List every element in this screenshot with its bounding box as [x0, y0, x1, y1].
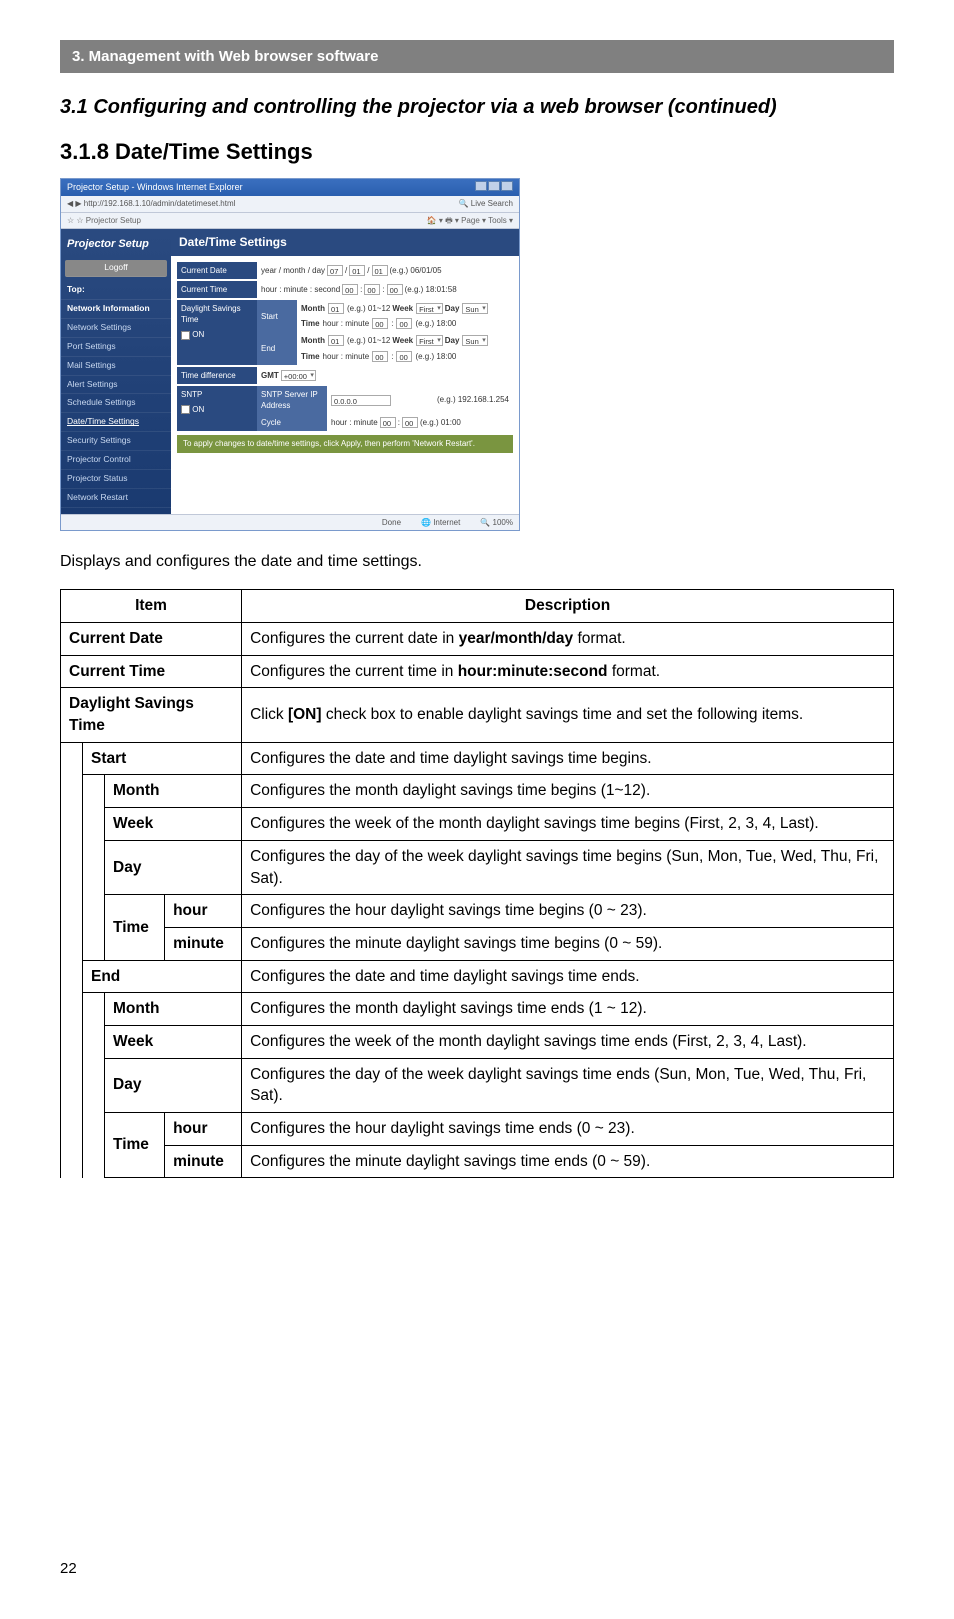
page-number: 22 — [60, 1558, 894, 1579]
header-item: Item — [61, 590, 242, 623]
subsection-title: 3.1.8 Date/Time Settings — [60, 137, 894, 168]
row-end-week: Week — [105, 1025, 242, 1058]
row-start-hour: hour — [165, 895, 242, 928]
sidebar-item: Projector Control — [61, 451, 171, 470]
panel-title: Date/Time Settings — [171, 229, 519, 256]
screenshot-thumbnail: Projector Setup - Windows Internet Explo… — [60, 178, 520, 531]
sidebar-item: Mail Settings — [61, 357, 171, 376]
label-current-time: Current Time — [177, 281, 257, 298]
url: http://192.168.1.10/admin/datetimeset.ht… — [84, 199, 236, 208]
breadcrumb: 3. Management with Web browser software — [60, 40, 894, 73]
row-end-time: Time — [105, 1113, 165, 1178]
sidebar-item: Schedule Settings — [61, 394, 171, 413]
sidebar-logo: Projector Setup — [61, 235, 171, 260]
row-dst: Daylight Savings Time — [61, 688, 242, 742]
sidebar-logoff: Logoff — [65, 260, 167, 277]
sidebar-item: Network Settings — [61, 319, 171, 338]
sidebar-item: Projector Status — [61, 470, 171, 489]
row-start-day: Day — [105, 840, 242, 894]
label-sntp: SNTP ON — [177, 386, 257, 432]
ie-titlebar: Projector Setup - Windows Internet Explo… — [61, 179, 519, 197]
sidebar-item: Security Settings — [61, 432, 171, 451]
label-cycle: Cycle — [257, 414, 327, 431]
sidebar-item: Top: — [61, 281, 171, 300]
row-start-month: Month — [105, 775, 242, 808]
row-start-minute: minute — [165, 927, 242, 960]
row-end: End — [83, 960, 242, 993]
label-end: End — [257, 332, 297, 364]
sidebar-item-active: Date/Time Settings — [61, 413, 171, 432]
label-dst: Daylight Savings Time ON — [177, 300, 257, 365]
row-current-time: Current Time — [61, 655, 242, 688]
sidebar-item: Network Restart — [61, 489, 171, 508]
ie-statusbar: Done 🌐 Internet 🔍 100% — [61, 514, 519, 530]
label-start: Start — [257, 300, 297, 332]
ie-toolbar: ☆ ☆ Projector Setup 🏠 ▾ 🖶 ▾ Page ▾ Tools… — [61, 213, 519, 229]
row-start: Start — [83, 742, 242, 775]
section-title: 3.1 Configuring and controlling the proj… — [60, 93, 894, 121]
sidebar-item: Alert Settings — [61, 376, 171, 395]
row-end-month: Month — [105, 993, 242, 1026]
window-controls — [474, 181, 513, 195]
settings-table: Item Description Current Date Configures… — [60, 589, 894, 1178]
on-checkbox — [181, 331, 190, 340]
screenshot-main: Date/Time Settings Current Date year / m… — [171, 229, 519, 514]
row-end-day: Day — [105, 1058, 242, 1112]
ie-title: Projector Setup - Windows Internet Explo… — [67, 181, 243, 195]
header-desc: Description — [242, 590, 894, 623]
year-input: 07 — [327, 265, 343, 276]
label-timediff: Time difference — [177, 367, 257, 384]
row-start-week: Week — [105, 808, 242, 841]
label-current-date: Current Date — [177, 262, 257, 279]
row-start-time: Time — [105, 895, 165, 960]
sidebar-item: Port Settings — [61, 338, 171, 357]
row-current-date: Current Date — [61, 623, 242, 656]
ie-addressbar: ◀ ▶ http://192.168.1.10/admin/datetimese… — [61, 196, 519, 212]
intro-text: Displays and configures the date and tim… — [60, 551, 894, 573]
screenshot-sidebar: Projector Setup Logoff Top: Network Info… — [61, 229, 171, 514]
label-sntp-server: SNTP Server IP Address — [257, 386, 327, 414]
warning-bar: To apply changes to date/time settings, … — [177, 435, 513, 452]
row-end-minute: minute — [165, 1145, 242, 1178]
row-end-hour: hour — [165, 1113, 242, 1146]
sidebar-item: Network Information — [61, 300, 171, 319]
